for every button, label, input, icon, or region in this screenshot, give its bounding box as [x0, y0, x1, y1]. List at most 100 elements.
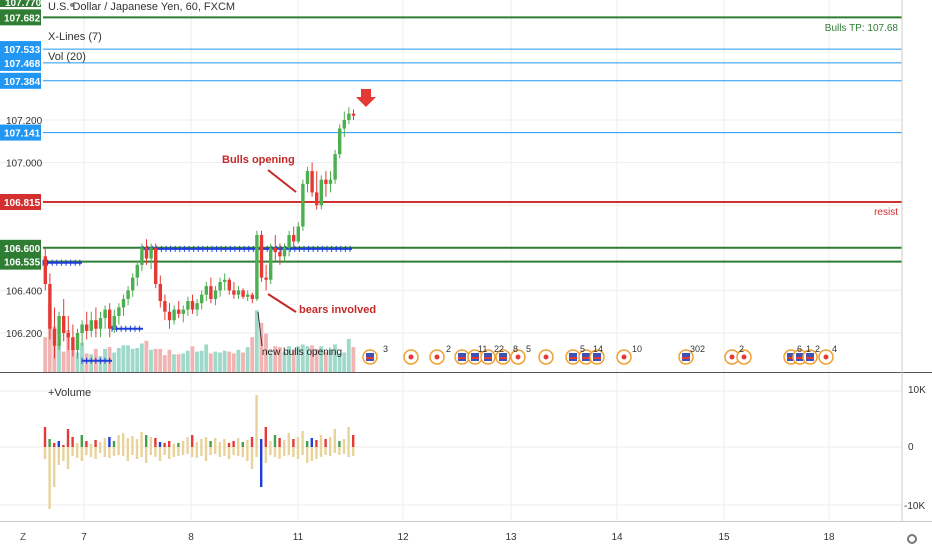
volume-buy-bar — [255, 395, 258, 447]
candlesticks — [43, 107, 356, 359]
price-tick-label: 107.200 — [6, 116, 43, 127]
volume-bar — [273, 346, 278, 372]
volume-sell-bar — [352, 447, 355, 456]
candle-body — [80, 324, 84, 333]
volume-sell-bar — [85, 447, 88, 455]
volume-bar — [268, 353, 273, 372]
volume-sell-bar — [57, 447, 60, 465]
candle-body — [301, 183, 305, 227]
volume-buy-bar — [103, 438, 106, 447]
volume-bar — [149, 349, 153, 372]
vol-tick-label: 10K — [908, 385, 926, 396]
volume-bar — [337, 353, 342, 372]
volume-buy-bar — [250, 437, 254, 447]
volume-sell-bar — [48, 447, 51, 509]
volume-buy-bar — [273, 435, 277, 447]
chart-legend[interactable]: U.S. Dollar / Japanese Yen, 60, FXCM X-L… — [48, 1, 235, 63]
volume-bar — [241, 352, 245, 372]
candle-body — [255, 235, 259, 299]
us-flag-stripe — [582, 357, 590, 359]
volume-sell-bar — [80, 447, 83, 461]
annotations[interactable]: Bulls TP: 107.68 resist Bulls opening be… — [222, 23, 898, 358]
event-count-label: 5 — [580, 344, 585, 354]
candle-body — [315, 192, 319, 206]
candle-body — [190, 301, 195, 310]
price-axis[interactable]: 107.200 107.000 106.400 106.200 107.770 107.6… — [0, 0, 43, 340]
candle-body — [282, 247, 287, 257]
candle-body — [200, 294, 204, 304]
jp-flag-icon — [621, 354, 627, 360]
price-badge-text: 107.468 — [4, 59, 41, 70]
volume-bar — [208, 353, 213, 372]
candle-body — [85, 324, 89, 331]
candle-body — [236, 290, 241, 295]
vol-tick-label: -10K — [904, 501, 925, 512]
event-count-label: 2 — [700, 344, 705, 354]
volume-sell-bar — [145, 447, 148, 463]
volume-sell-bar — [292, 447, 295, 457]
time-tick-label: 13 — [505, 532, 517, 543]
candle-body — [126, 290, 130, 299]
volume-buy-bar — [154, 438, 157, 447]
horizontal-levels[interactable] — [43, 16, 902, 263]
bears-involved-label: bears involved — [299, 304, 376, 316]
volume-bar — [121, 345, 126, 372]
volume-bar — [305, 346, 310, 372]
volume-sell-bar — [223, 447, 226, 456]
volume-sell-bar — [53, 447, 56, 487]
candle-body — [48, 284, 52, 329]
candle-body — [75, 333, 80, 351]
price-tick-label: 106.400 — [6, 286, 43, 297]
volume-sell-bar — [186, 447, 189, 454]
volume-sell-bar — [338, 447, 341, 455]
volume-sell-bar — [333, 447, 336, 453]
volume-sell-bar — [306, 447, 309, 463]
time-tick-label: 12 — [397, 532, 409, 543]
volume-bar — [135, 348, 140, 372]
volume-buy-bar — [209, 441, 212, 447]
volume-sell-bar — [89, 447, 93, 457]
price-badge — [0, 41, 41, 58]
settings-gear-icon[interactable] — [907, 534, 917, 544]
zoom-z-label[interactable]: Z — [20, 532, 26, 543]
candle-body — [117, 307, 121, 316]
volume-sell-bar — [112, 447, 116, 456]
volume-bar — [287, 346, 291, 372]
volume-buy-bar — [94, 440, 97, 447]
candle-body — [241, 290, 245, 297]
candle-body — [94, 320, 98, 329]
us-flag-stripe — [366, 357, 374, 359]
volume-buy-bar — [89, 444, 93, 447]
price-badge-text: 107.533 — [4, 45, 41, 56]
us-flag-stripe — [499, 357, 507, 359]
candle-body — [52, 328, 57, 346]
volume-buy-bar — [66, 429, 70, 447]
economic-events[interactable]: 3 2 11 22 8 5 5 14 10 30 2 2 6 1 2 4 — [362, 344, 837, 365]
candle-body — [287, 235, 291, 248]
volume-bar — [351, 347, 356, 372]
time-tick-label: 18 — [823, 532, 835, 543]
candle-body — [158, 284, 162, 302]
volume-buy-bar — [292, 439, 295, 447]
candle-body — [112, 315, 116, 329]
us-flag-stripe — [682, 357, 690, 359]
volume-bar — [245, 347, 250, 372]
new-bulls-opening-line — [257, 311, 263, 347]
candle-body — [66, 333, 70, 338]
time-tick-label: 11 — [293, 532, 304, 543]
candle-body — [177, 309, 181, 314]
volume-bar — [250, 337, 255, 372]
volume-bar — [227, 351, 232, 372]
volume-bar — [153, 348, 158, 372]
volume-buy-bar — [62, 445, 65, 447]
volume-buy-bar — [227, 443, 231, 447]
volume-bar — [218, 352, 222, 372]
volume-bar — [66, 330, 71, 372]
event-count-label: 30 — [690, 344, 700, 354]
volume-bar — [259, 322, 264, 372]
candle-body — [319, 179, 323, 206]
volume-buy-bar — [283, 440, 286, 447]
volume-sell-bar — [214, 447, 217, 454]
time-axis[interactable]: 7 8 11 12 13 14 15 18 — [81, 532, 835, 543]
